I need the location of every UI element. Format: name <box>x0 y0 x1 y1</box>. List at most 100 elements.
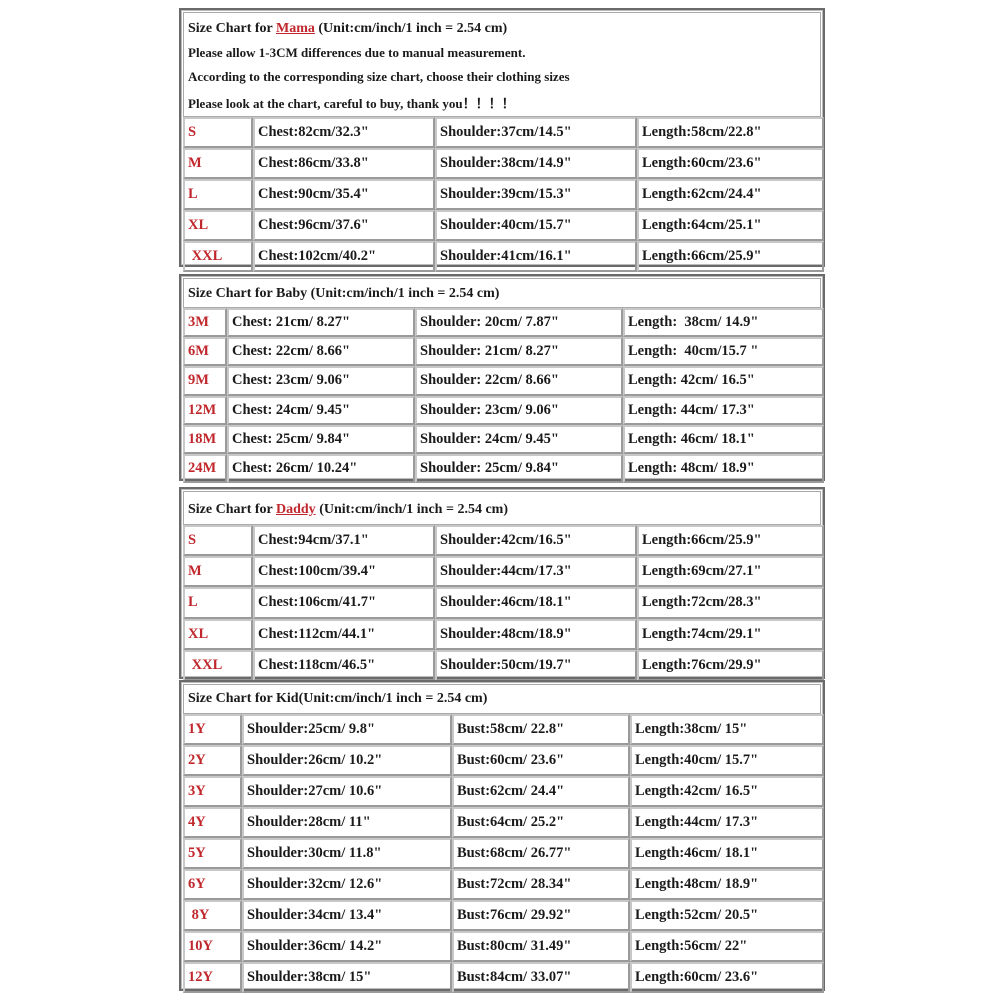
measurement-cell: Chest: 26cm/ 10.24" <box>227 454 415 484</box>
measurement-cell: Shoulder:41cm/16.1" <box>435 241 637 272</box>
measurement-cell: Shoulder:25cm/ 9.8" <box>242 714 452 745</box>
measurement-cell: Length:76cm/29.9" <box>637 649 824 681</box>
chart-header: Size Chart for Baby (Unit:cm/inch/1 inch… <box>183 278 821 308</box>
title-suffix: (Unit:cm/inch/1 inch = 2.54 cm) <box>314 21 508 36</box>
measurement-cell: Shoulder:38cm/ 15" <box>242 962 452 993</box>
measurement-cell: Length:74cm/29.1" <box>637 618 824 650</box>
measurement-cell: Shoulder:26cm/ 10.2" <box>242 745 452 776</box>
size-label: 4Y <box>183 807 242 838</box>
title-highlight: Daddy <box>276 502 316 517</box>
title-prefix: Size Chart for Baby (Unit:cm/inch/1 inch… <box>188 286 500 301</box>
measurement-cell: Shoulder: 22cm/ 8.66" <box>415 366 623 396</box>
size-label: 2Y <box>183 745 242 776</box>
measurement-cell: Chest:96cm/37.6" <box>253 210 435 241</box>
measurement-cell: Shoulder:37cm/14.5" <box>435 117 637 148</box>
measurement-cell: Chest:102cm/40.2" <box>253 241 435 272</box>
size-label: 8Y <box>183 900 242 931</box>
size-label: S <box>183 117 253 148</box>
size-label: 12Y <box>183 962 242 993</box>
size-label: L <box>183 587 253 619</box>
measurement-cell: Shoulder:36cm/ 14.2" <box>242 931 452 962</box>
title-prefix: Size Chart for <box>188 502 276 517</box>
size-chart-kid: Size Chart for Kid(Unit:cm/inch/1 inch =… <box>179 680 825 993</box>
measurement-cell: Length:48cm/ 18.9" <box>630 869 824 900</box>
size-chart-baby: Size Chart for Baby (Unit:cm/inch/1 inch… <box>179 274 825 484</box>
measurement-cell: Length: 38cm/ 14.9" <box>623 308 824 338</box>
measurement-cell: Length:38cm/ 15" <box>630 714 824 745</box>
measurement-cell: Chest: 22cm/ 8.66" <box>227 337 415 367</box>
measurement-cell: Length: 48cm/ 18.9" <box>623 454 824 484</box>
size-label: 18M <box>183 424 227 454</box>
measurement-cell: Shoulder:28cm/ 11" <box>242 807 452 838</box>
measurement-cell: Length:58cm/22.8" <box>637 117 824 148</box>
measurement-cell: Bust:62cm/ 24.4" <box>452 776 630 807</box>
size-label: L <box>183 179 253 210</box>
measurement-cell: Shoulder:48cm/18.9" <box>435 618 637 650</box>
measurement-cell: Length:66cm/25.9" <box>637 241 824 272</box>
chart-title: Size Chart for Mama (Unit:cm/inch/1 inch… <box>188 21 507 37</box>
chart-note: Please allow 1-3CM differences due to ma… <box>188 45 526 60</box>
measurement-cell: Chest:112cm/44.1" <box>253 618 435 650</box>
size-label: 3M <box>183 308 227 338</box>
measurement-cell: Chest:82cm/32.3" <box>253 117 435 148</box>
size-label: XL <box>183 210 253 241</box>
size-label: 24M <box>183 454 227 484</box>
size-label: 9M <box>183 366 227 396</box>
measurement-cell: Chest: 24cm/ 9.45" <box>227 395 415 425</box>
chart-note: According to the corresponding size char… <box>188 69 570 84</box>
measurement-cell: Shoulder: 20cm/ 7.87" <box>415 308 623 338</box>
measurement-cell: Shoulder:27cm/ 10.6" <box>242 776 452 807</box>
chart-header: Size Chart for Kid(Unit:cm/inch/1 inch =… <box>183 684 821 714</box>
measurement-cell: Shoulder: 21cm/ 8.27" <box>415 337 623 367</box>
measurement-cell: Bust:60cm/ 23.6" <box>452 745 630 776</box>
measurement-cell: Length:42cm/ 16.5" <box>630 776 824 807</box>
measurement-cell: Chest:106cm/41.7" <box>253 587 435 619</box>
chart-title: Size Chart for Daddy (Unit:cm/inch/1 inc… <box>188 502 508 518</box>
size-label: 3Y <box>183 776 242 807</box>
title-highlight: Mama <box>276 21 315 36</box>
measurement-cell: Chest:90cm/35.4" <box>253 179 435 210</box>
measurement-cell: Shoulder:44cm/17.3" <box>435 556 637 588</box>
measurement-cell: Length:44cm/ 17.3" <box>630 807 824 838</box>
measurement-cell: Shoulder: 24cm/ 9.45" <box>415 424 623 454</box>
measurement-cell: Length: 44cm/ 17.3" <box>623 395 824 425</box>
measurement-cell: Bust:80cm/ 31.49" <box>452 931 630 962</box>
measurement-cell: Length:64cm/25.1" <box>637 210 824 241</box>
measurement-cell: Bust:72cm/ 28.34" <box>452 869 630 900</box>
measurement-cell: Shoulder:39cm/15.3" <box>435 179 637 210</box>
measurement-cell: Shoulder: 23cm/ 9.06" <box>415 395 623 425</box>
size-label: 6M <box>183 337 227 367</box>
size-label: M <box>183 148 253 179</box>
measurement-cell: Shoulder:50cm/19.7" <box>435 649 637 681</box>
measurement-cell: Chest:86cm/33.8" <box>253 148 435 179</box>
measurement-cell: Chest: 23cm/ 9.06" <box>227 366 415 396</box>
measurement-cell: Bust:64cm/ 25.2" <box>452 807 630 838</box>
measurement-cell: Chest: 21cm/ 8.27" <box>227 308 415 338</box>
title-suffix: (Unit:cm/inch/1 inch = 2.54 cm) <box>315 502 508 517</box>
measurement-cell: Shoulder:30cm/ 11.8" <box>242 838 452 869</box>
measurement-cell: Length:46cm/ 18.1" <box>630 838 824 869</box>
measurement-cell: Length: 40cm/15.7 " <box>623 337 824 367</box>
measurement-cell: Length:56cm/ 22" <box>630 931 824 962</box>
chart-header: Size Chart for Daddy (Unit:cm/inch/1 inc… <box>183 491 821 525</box>
measurement-cell: Chest:100cm/39.4" <box>253 556 435 588</box>
chart-note: Please look at the chart, careful to buy… <box>188 96 515 111</box>
measurement-cell: Length:72cm/28.3" <box>637 587 824 619</box>
measurement-cell: Length:69cm/27.1" <box>637 556 824 588</box>
measurement-cell: Chest: 25cm/ 9.84" <box>227 424 415 454</box>
measurement-cell: Chest:118cm/46.5" <box>253 649 435 681</box>
measurement-cell: Length: 46cm/ 18.1" <box>623 424 824 454</box>
measurement-cell: Shoulder:32cm/ 12.6" <box>242 869 452 900</box>
size-chart-mama: Size Chart for Mama (Unit:cm/inch/1 inch… <box>179 8 825 272</box>
size-label: 12M <box>183 395 227 425</box>
size-label: S <box>183 525 253 557</box>
chart-title: Size Chart for Baby (Unit:cm/inch/1 inch… <box>188 286 499 302</box>
measurement-cell: Length:66cm/25.9" <box>637 525 824 557</box>
size-label: M <box>183 556 253 588</box>
measurement-cell: Length: 42cm/ 16.5" <box>623 366 824 396</box>
measurement-cell: Bust:84cm/ 33.07" <box>452 962 630 993</box>
measurement-cell: Length:60cm/ 23.6" <box>630 962 824 993</box>
measurement-cell: Length:62cm/24.4" <box>637 179 824 210</box>
measurement-cell: Length:52cm/ 20.5" <box>630 900 824 931</box>
measurement-cell: Shoulder:38cm/14.9" <box>435 148 637 179</box>
